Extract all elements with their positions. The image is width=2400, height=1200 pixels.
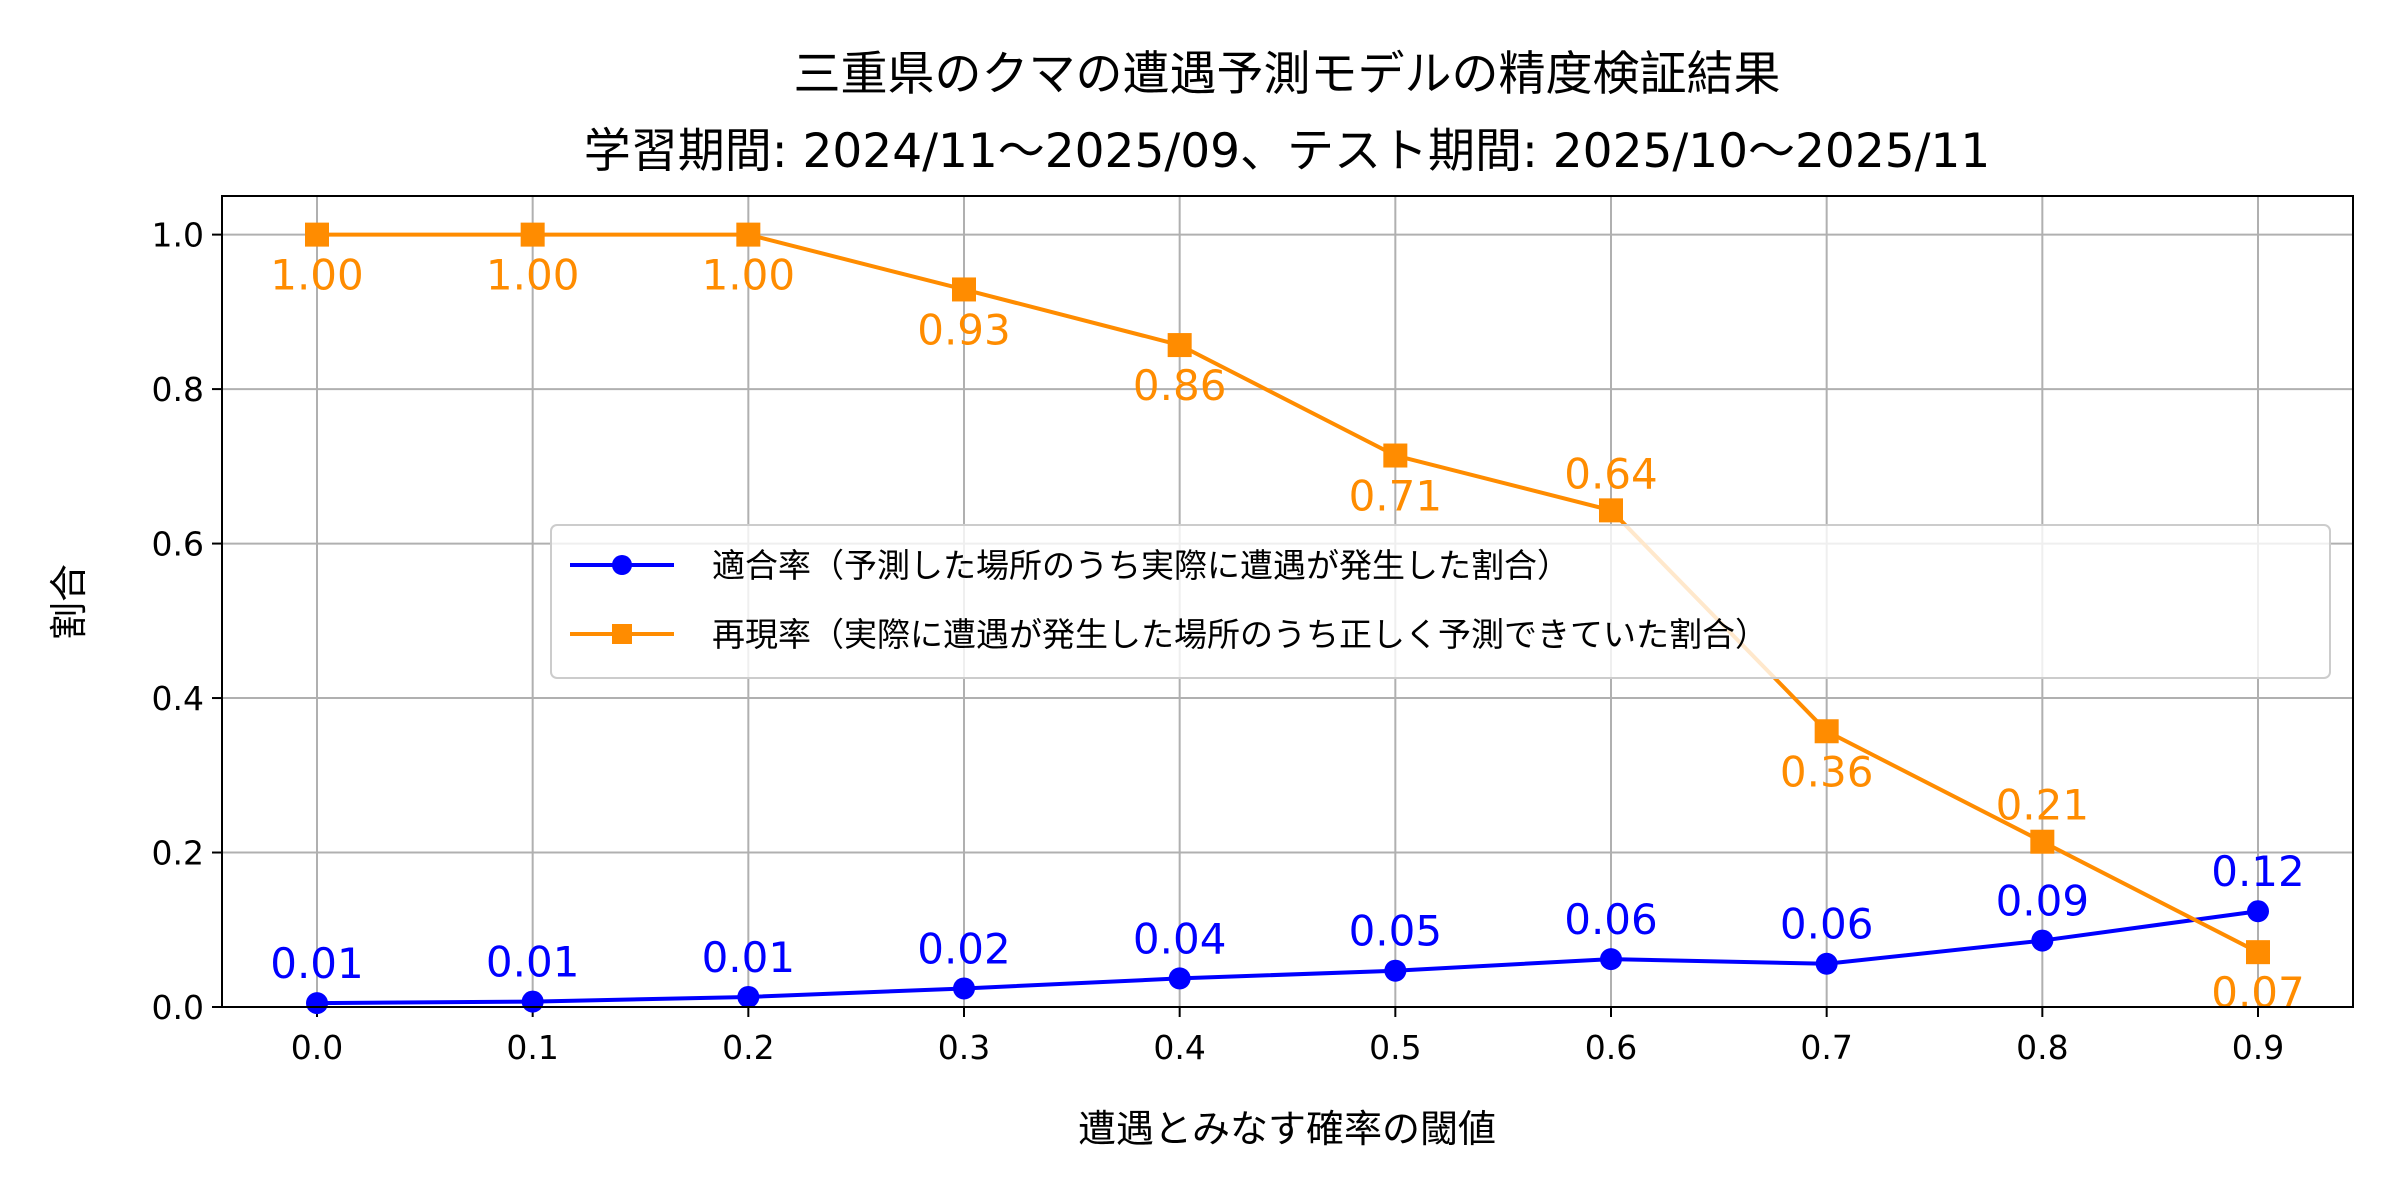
x-tick-label: 0.1 — [506, 1028, 558, 1067]
data-point — [520, 222, 545, 247]
data-label: 0.04 — [1133, 914, 1227, 963]
data-label: 0.01 — [486, 938, 580, 987]
series-line-1 — [317, 232, 2259, 954]
chart-title: 三重県のクマの遭遇予測モデルの精度検証結果 — [794, 47, 1781, 102]
x-tick-label: 0.5 — [1369, 1028, 1421, 1067]
data-label: 0.93 — [917, 305, 1011, 354]
data-label: 0.21 — [1996, 781, 2090, 830]
data-label: 0.06 — [1780, 900, 1874, 949]
legend-marker-square-icon — [612, 624, 632, 644]
data-point — [1168, 967, 1191, 990]
x-tick-label: 0.6 — [1585, 1028, 1637, 1067]
data-label: 1.00 — [702, 251, 796, 300]
legend-label-precision: 適合率（予測した場所のうち実際に遭遇が発生した割合） — [712, 546, 1570, 585]
chart-subtitle: 学習期間: 2024/11〜2025/09、テスト期間: 2025/10〜202… — [584, 124, 1991, 179]
data-label: 1.00 — [486, 251, 580, 300]
y-tick-label: 0.0 — [152, 988, 204, 1027]
legend-box — [550, 524, 2331, 679]
data-label: 0.05 — [1349, 907, 1443, 956]
data-label: 0.71 — [1349, 472, 1443, 521]
data-point — [2030, 829, 2055, 854]
legend-label-recall: 再現率（実際に遭遇が発生した場所のうち正しく予測できていた割合） — [712, 615, 1768, 654]
legend: 適合率（予測した場所のうち実際に遭遇が発生した割合） 再現率（実際に遭遇が発生し… — [550, 524, 2331, 679]
series — [305, 222, 2270, 1015]
y-tick-label: 0.6 — [152, 525, 204, 564]
data-point — [737, 985, 760, 1008]
data-point — [2246, 940, 2270, 965]
data-labels: 0.01 0.01 0.01 0.02 0.04 0.05 0.06 0.06 0.09 0.12… — [270, 251, 2305, 1018]
data-label: 0.07 — [2211, 968, 2305, 1017]
data-label: 0.86 — [1133, 361, 1227, 410]
data-point — [1815, 952, 1838, 975]
data-point — [953, 977, 975, 1000]
data-point — [1383, 443, 1408, 468]
data-point — [2031, 929, 2054, 952]
x-tick-label: 0.2 — [722, 1028, 774, 1067]
legend-marker-circle-icon — [612, 555, 632, 575]
data-point — [306, 992, 328, 1015]
x-tick-label: 0.7 — [1800, 1028, 1852, 1067]
data-point — [521, 990, 544, 1013]
data-label: 0.06 — [1564, 895, 1658, 944]
data-point — [1384, 959, 1407, 982]
y-tick-label: 1.0 — [152, 216, 204, 255]
data-label: 0.12 — [2211, 847, 2305, 896]
data-point — [952, 277, 976, 302]
x-axis-label: 遭遇とみなす確率の閾値 — [1078, 1107, 1496, 1151]
data-point — [1167, 333, 1192, 358]
data-point — [736, 222, 761, 247]
data-point — [1600, 948, 1622, 971]
data-point — [1599, 498, 1623, 523]
x-tick-label: 0.9 — [2232, 1028, 2284, 1067]
x-tick-label: 0.4 — [1153, 1028, 1205, 1067]
ticks: 0.0 0.1 0.2 0.3 0.4 0.5 0.6 0.7 0.8 0.9 0.0 0.2 0.4 0… — [152, 216, 2285, 1067]
x-tick-label: 0.8 — [2016, 1028, 2068, 1067]
data-label: 0.01 — [702, 933, 796, 982]
data-label: 0.01 — [270, 939, 364, 988]
plot-frame — [221, 195, 2354, 1008]
data-label: 1.00 — [270, 251, 364, 300]
data-point — [305, 222, 329, 247]
y-tick-label: 0.8 — [152, 370, 204, 409]
data-point — [1814, 719, 1839, 744]
data-point — [2247, 900, 2269, 923]
series-line-0 — [316, 909, 2259, 1006]
x-tick-label: 0.3 — [938, 1028, 990, 1067]
data-label: 0.64 — [1564, 449, 1658, 498]
y-axis-label: 割合 — [47, 564, 91, 640]
data-label: 0.36 — [1780, 747, 1874, 796]
data-label: 0.09 — [1996, 877, 2090, 926]
x-tick-label: 0.0 — [291, 1028, 343, 1067]
data-label: 0.02 — [917, 924, 1011, 973]
y-tick-label: 0.2 — [152, 834, 204, 873]
y-tick-label: 0.4 — [152, 679, 204, 718]
